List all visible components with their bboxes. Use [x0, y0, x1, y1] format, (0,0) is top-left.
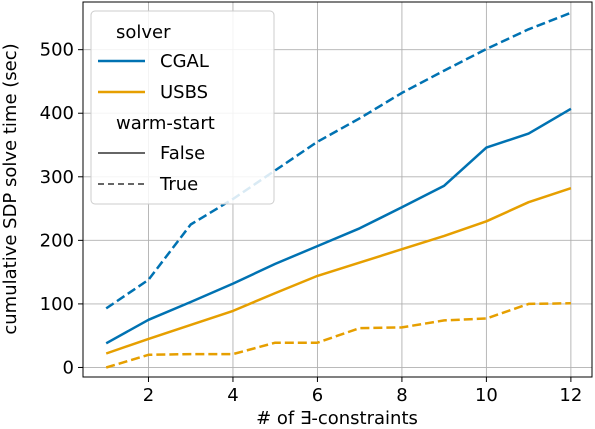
x-tick-label: 2 — [143, 385, 154, 406]
legend-label-true: True — [159, 174, 198, 195]
series-line-cgal-warm-start-true — [105, 11, 572, 310]
legend-box — [90, 10, 275, 205]
legend-label-usbs: USBS — [160, 82, 208, 103]
series-line-usbs-warm-start-true — [105, 302, 571, 369]
y-tick-label: 400 — [40, 103, 74, 124]
y-tick-label: 0 — [63, 357, 74, 378]
legend-label-cgal: CGAL — [160, 51, 209, 72]
y-tick-label: 200 — [40, 230, 74, 251]
legend-title-warm-start: warm-start — [116, 113, 215, 134]
x-tick-label: 12 — [559, 385, 582, 406]
y-tick-label: 500 — [40, 40, 74, 61]
x-tick-label: 10 — [475, 385, 498, 406]
plot-frame — [82, 1, 593, 378]
legend: solver CGAL USBS warm-start False True — [90, 10, 275, 205]
series-line-cgal-warm-start-false — [105, 107, 572, 345]
x-tick-label: 6 — [312, 385, 323, 406]
y-tick-label: 100 — [40, 294, 74, 315]
series-lines — [105, 11, 572, 369]
x-axis-label: # of ∃-constraints — [256, 408, 418, 429]
y-tick-label: 300 — [40, 167, 74, 188]
x-tick-label: 8 — [396, 385, 407, 406]
series-line-usbs-warm-start-false — [105, 187, 572, 355]
legend-title-solver: solver — [116, 22, 171, 43]
axis-ticks: 2 4 6 8 10 12 0 100 200 300 400 500 — [40, 40, 583, 406]
legend-label-false: False — [160, 143, 205, 164]
x-tick-label: 4 — [227, 385, 238, 406]
y-axis-label: cumulative SDP solve time (sec) — [0, 43, 21, 334]
